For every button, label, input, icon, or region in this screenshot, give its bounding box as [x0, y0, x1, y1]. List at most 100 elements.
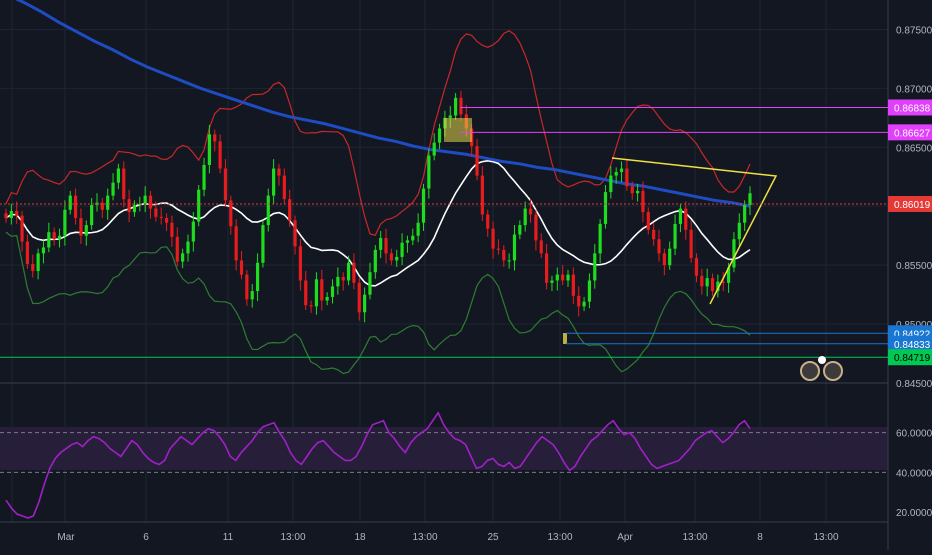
candle-body: [336, 276, 340, 287]
candle-body: [213, 134, 217, 142]
candle-body: [705, 278, 709, 287]
candle-body: [52, 232, 56, 240]
candle-body: [245, 274, 249, 300]
price-level-tag: [888, 124, 932, 141]
candle-body: [609, 175, 613, 193]
candle-body: [518, 225, 522, 235]
candle-body: [197, 189, 201, 222]
candle-body: [143, 195, 147, 204]
candle-body: [475, 146, 479, 176]
candle-body: [566, 274, 570, 281]
price-level-label: 0.84833: [894, 340, 931, 351]
candle-body: [164, 218, 169, 223]
candle-body: [437, 128, 442, 143]
candle-body: [207, 134, 211, 165]
candle-body: [304, 280, 308, 306]
candle-body: [400, 242, 404, 257]
candle-body: [635, 190, 640, 194]
candle-body: [352, 262, 356, 283]
time-tick-label: 13:00: [412, 532, 437, 543]
candle-body: [448, 115, 452, 118]
rsi-tick-label: 40.0000: [896, 468, 932, 479]
price-tick-label: 0.86500: [896, 143, 932, 154]
candle-body: [405, 240, 410, 243]
candle-body: [132, 205, 137, 213]
candle-body: [432, 142, 436, 156]
candle-body: [743, 205, 747, 223]
candle-body: [47, 232, 51, 248]
candle-body: [694, 258, 699, 276]
candle-body: [309, 305, 313, 307]
candle-body: [459, 97, 463, 115]
candle-body: [582, 301, 586, 307]
candle-body: [68, 195, 72, 210]
candle-body: [710, 278, 715, 292]
candle-body: [266, 195, 270, 226]
price-level-tag: [888, 335, 932, 352]
candle-body: [716, 281, 720, 292]
lower-band-line: [5, 231, 751, 375]
candle-body: [379, 238, 383, 250]
candle-body: [159, 216, 163, 219]
candle-body: [603, 192, 608, 224]
candle-body: [577, 295, 581, 307]
price-level-label: 0.86019: [894, 200, 931, 211]
candle-body: [4, 213, 8, 219]
candle-body: [571, 274, 575, 296]
candle-body: [239, 260, 244, 275]
candle-body: [625, 168, 629, 187]
candle-body: [170, 222, 174, 237]
candle-body: [346, 262, 351, 281]
candle-body: [20, 215, 24, 242]
candle-body: [314, 279, 319, 307]
price-tick-label: 0.87000: [896, 84, 932, 95]
candle-body: [614, 172, 618, 176]
candle-body: [496, 248, 501, 250]
price-level-tag: [888, 195, 932, 212]
price-level-label: 0.84922: [894, 329, 931, 340]
candle-body: [148, 195, 153, 209]
time-tick-label: Apr: [617, 532, 633, 543]
candle-body: [63, 209, 67, 236]
candle-body: [320, 279, 324, 301]
candle-body: [598, 223, 602, 254]
candle-body: [73, 195, 78, 219]
candle-body: [545, 253, 549, 283]
candle-body: [421, 188, 426, 223]
flag-icon[interactable]: [823, 361, 843, 381]
triangle-pattern[interactable]: [611, 157, 778, 305]
candle-body: [106, 195, 110, 210]
candle-body: [641, 190, 645, 213]
candle-body: [357, 282, 361, 313]
price-level-tag: [888, 99, 932, 116]
flag-icon[interactable]: [800, 361, 820, 381]
price-tick-label: 0.87500: [896, 25, 932, 36]
candle-body: [689, 229, 693, 259]
candle-body: [721, 281, 725, 283]
price-level-label: 0.86627: [894, 128, 931, 139]
candle-body: [657, 239, 661, 254]
candle-body: [486, 214, 490, 229]
candle-body: [138, 203, 142, 206]
candle-body: [737, 222, 741, 240]
candle-body: [25, 241, 30, 264]
candle-body: [282, 175, 286, 200]
candle-body: [90, 205, 94, 226]
candle-body: [223, 168, 228, 201]
candle-body: [57, 235, 62, 240]
candle-body: [298, 246, 302, 281]
candle-body: [630, 186, 634, 194]
candle-body: [41, 247, 46, 254]
highlight-box: [444, 118, 472, 142]
candle-body: [678, 208, 683, 224]
candle-body: [593, 253, 597, 281]
info-icon[interactable]: [818, 356, 826, 364]
candle-body: [726, 267, 731, 283]
candle-body: [480, 175, 484, 215]
candle-body: [395, 256, 399, 261]
upper-band-line: [5, 30, 751, 236]
candle-body: [539, 240, 543, 254]
candle-body: [277, 168, 281, 176]
